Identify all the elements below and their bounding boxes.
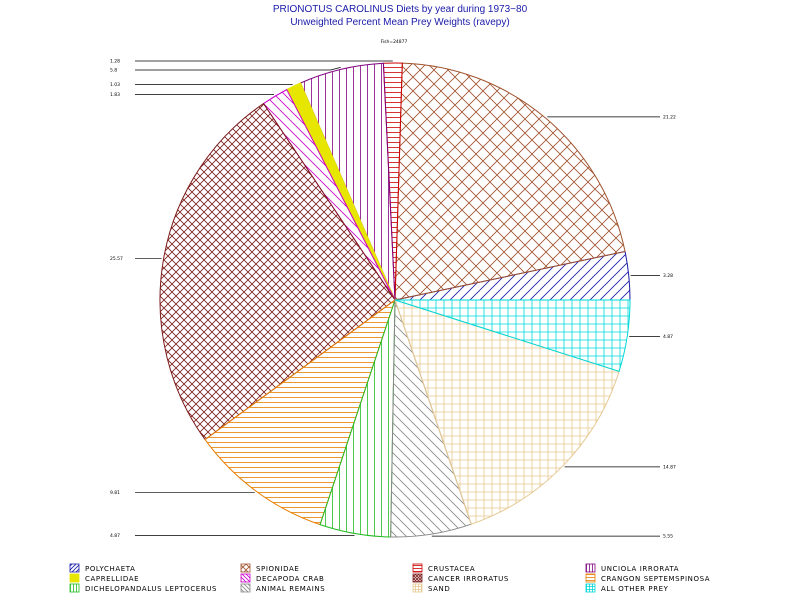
pie-slice-sand [394, 299, 620, 525]
legend-swatch [412, 573, 423, 583]
pie-slices [159, 62, 631, 538]
slice-labels: 3.28 21.22 1.28 5.8 1.03 1.83 25.57 9.81 4.87 5.5… [110, 59, 676, 540]
slice-value-label: 1.83 [110, 92, 120, 98]
legend-label: DICHELOPANDALUS LEPTOCERUS [85, 585, 217, 593]
pie-slice-all-other-prey [394, 299, 631, 373]
legend-swatch [585, 563, 596, 573]
legend-label: POLYCHAETA [85, 565, 135, 573]
legend-label: SPIONIDAE [256, 565, 299, 573]
legend-label: CRANGON SEPTEMSPINOSA [601, 575, 710, 583]
leader-line [135, 67, 341, 71]
slice-value-label: 3.28 [663, 273, 673, 279]
legend-label: CRUSTACEA [428, 565, 475, 573]
slice-value-label: 9.81 [110, 490, 120, 496]
legend-label: SAND [428, 585, 450, 593]
legend-swatch [412, 583, 423, 593]
sample-size-label: Fish=24877 [381, 39, 408, 45]
legend-label: ANIMAL REMAINS [256, 585, 325, 593]
chart-subtitle: Unweighted Percent Mean Prey Weights (ra… [290, 17, 509, 28]
legend-swatch [240, 563, 251, 573]
slice-value-label: 4.87 [110, 533, 120, 539]
slice-value-label: 4.87 [663, 334, 673, 340]
legend-label: ALL OTHER PREY [601, 585, 669, 593]
slice-value-label: 14.87 [663, 464, 676, 470]
slice-value-label: 5.8 [110, 68, 117, 74]
legend-label: CANCER IRRORATUS [428, 575, 509, 583]
pie-slice-cancer-irroratus [159, 102, 396, 441]
legend-swatch [240, 583, 251, 593]
slice-value-label: 1.28 [110, 59, 120, 65]
legend-swatch [69, 583, 80, 593]
pie-slice-spionidae [394, 62, 626, 301]
legend-swatch [69, 573, 80, 583]
legend-swatch [412, 563, 423, 573]
legend-swatch [585, 573, 596, 583]
legend: POLYCHAETA SPIONIDAE CRUSTACEA UNCIOLA IRRO… [69, 563, 710, 593]
legend-label: UNCIOLA IRRORATA [601, 565, 679, 573]
legend-label: DECAPODA CRAB [256, 575, 324, 583]
slice-value-label: 21.22 [663, 114, 676, 120]
legend-label: CAPRELLIDAE [85, 575, 139, 583]
legend-swatch [69, 563, 80, 573]
pie-slice-crangon-septemspinosa [204, 298, 396, 526]
chart-title: PRIONOTUS CAROLINUS Diets by year during… [273, 4, 528, 15]
slice-value-label: 1.03 [110, 82, 120, 88]
legend-swatch [585, 583, 596, 593]
slice-value-label: 25.57 [110, 256, 123, 262]
slice-value-label: 5.55 [663, 534, 673, 540]
legend-swatch [240, 573, 251, 583]
